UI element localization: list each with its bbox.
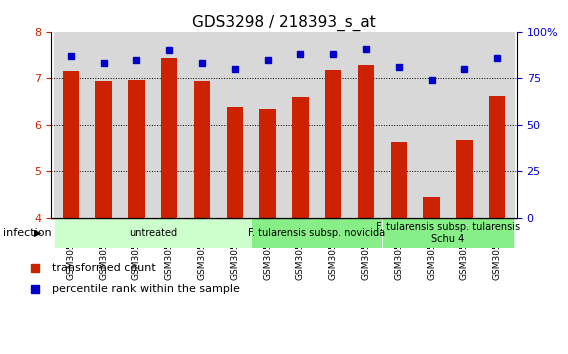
Bar [481,32,513,218]
Title: GDS3298 / 218393_s_at: GDS3298 / 218393_s_at [192,14,376,30]
Bar [153,32,186,218]
Bar [382,218,513,248]
Bar [423,197,440,218]
Bar [194,81,210,218]
Bar [456,140,473,218]
Bar [55,218,251,248]
Bar [219,32,251,218]
Bar [260,109,276,218]
Bar [415,32,448,218]
Bar [391,142,407,218]
Bar [325,70,341,218]
Text: F. tularensis subsp. novicida: F. tularensis subsp. novicida [248,228,385,238]
Bar [251,218,382,248]
Bar [317,32,349,218]
Bar [186,32,219,218]
Bar [55,32,87,218]
Text: F. tularensis subsp. tularensis
Schu 4: F. tularensis subsp. tularensis Schu 4 [376,222,520,244]
Text: untreated: untreated [129,228,177,238]
Bar [128,80,145,218]
Bar [87,32,120,218]
Bar [284,32,317,218]
Bar [349,32,382,218]
Bar [358,65,374,218]
Bar [227,107,243,218]
Bar [448,32,481,218]
Bar [161,58,177,218]
Bar [382,32,415,218]
Text: ▶: ▶ [34,228,41,238]
Text: percentile rank within the sample: percentile rank within the sample [52,284,240,295]
Text: transformed count: transformed count [52,263,156,273]
Bar [489,96,506,218]
Bar [292,97,308,218]
Bar [251,32,284,218]
Bar [120,32,153,218]
Text: infection: infection [3,228,52,238]
Bar [62,72,79,218]
Bar [95,81,112,218]
